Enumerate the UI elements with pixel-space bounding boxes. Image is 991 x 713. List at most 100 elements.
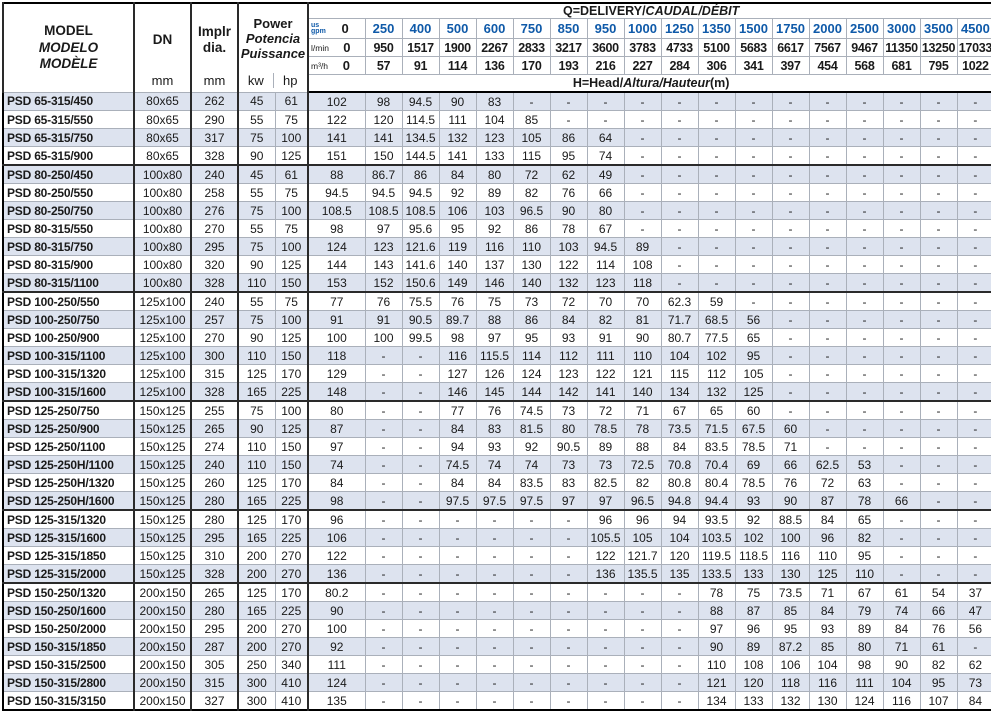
impeller-dia-cell: 260: [191, 473, 239, 492]
lmin-value-cell: 9467: [846, 38, 884, 57]
head-value-cell: -: [846, 310, 884, 329]
head-value-cell: 82: [624, 473, 662, 492]
head-value-cell: 136: [308, 564, 366, 584]
head-value-cell: 104: [661, 528, 699, 547]
head-value-cell: -: [920, 382, 958, 402]
m3h-value-cell: 227: [624, 56, 662, 75]
head-value-cell: -: [846, 255, 884, 274]
m3h-value-cell: 216: [587, 56, 625, 75]
head-value-cell: -: [735, 92, 773, 111]
head-value-cell: -: [550, 601, 588, 620]
hp-cell: 170: [275, 583, 310, 602]
head-value-cell: -: [550, 92, 588, 111]
table-row: PSD 125-250H/1600 150x125 280 165 225 98- -97.…: [3, 491, 991, 511]
power-label-fr: Puissance: [240, 46, 306, 62]
hp-cell: 75: [275, 292, 310, 311]
head-value-cell: -: [920, 292, 958, 311]
head-value-cell: 116: [439, 346, 477, 365]
kw-cell: 45: [238, 165, 276, 184]
head-value-cell: -: [550, 546, 588, 565]
head-value-cell: 142: [550, 382, 588, 402]
head-value-cell: -: [883, 364, 921, 383]
head-value-cell: -: [550, 673, 588, 692]
kw-cell: 165: [238, 528, 276, 547]
head-value-cell: 80: [550, 419, 588, 438]
head-value-cell: -: [735, 201, 773, 220]
head-value-cell: -: [772, 273, 810, 293]
head-value-cell: -: [476, 655, 514, 674]
head-value-cell: 150: [365, 146, 403, 166]
head-value-cell: 108.5: [402, 201, 440, 220]
head-value-cell: 92: [439, 183, 477, 202]
head-value-cell: 96: [809, 528, 847, 547]
gpm-unit-cell: us gpm 0: [308, 18, 366, 39]
head-value-cell: -: [735, 165, 773, 184]
head-value-cell: -: [439, 510, 477, 529]
hp-cell: 410: [275, 673, 310, 692]
head-value-cell: -: [698, 92, 736, 111]
kw-cell: 55: [238, 292, 276, 311]
head-value-cell: 74.5: [513, 401, 551, 420]
head-value-cell: -: [624, 655, 662, 674]
head-value-cell: 118: [772, 673, 810, 692]
head-value-cell: -: [920, 110, 958, 129]
head-value-cell: -: [772, 92, 810, 111]
head-value-cell: -: [365, 510, 403, 529]
model-header-fr: MODÈLE: [39, 55, 98, 71]
head-value-cell: 83.5: [513, 473, 551, 492]
m3h-value-cell: 114: [439, 56, 477, 75]
impeller-dia-header: Implr dia. mm: [190, 3, 239, 93]
head-value-cell: -: [957, 183, 991, 202]
head-value-cell: -: [402, 528, 440, 547]
head-value-cell: -: [513, 637, 551, 656]
head-value-cell: 84: [809, 601, 847, 620]
head-value-cell: -: [920, 255, 958, 274]
kw-cell: 165: [238, 382, 276, 402]
head-value-cell: -: [883, 419, 921, 438]
head-value-cell: -: [624, 601, 662, 620]
hp-cell: 150: [275, 273, 310, 293]
head-value-cell: -: [846, 273, 884, 293]
head-value-cell: -: [957, 437, 991, 456]
model-cell: PSD 125-315/1600: [3, 528, 135, 547]
head-value-cell: -: [698, 219, 736, 238]
head-value-cell: 125: [735, 382, 773, 402]
head-value-cell: 74: [513, 455, 551, 474]
head-value-cell: -: [439, 655, 477, 674]
head-value-cell: -: [365, 364, 403, 383]
head-value-cell: -: [587, 110, 625, 129]
head-value-cell: 84: [308, 473, 366, 492]
head-title-cell: H=Head/Altura/Hauteur(m): [308, 74, 991, 93]
head-value-cell: 133: [735, 691, 773, 711]
m3h-value-cell: 306: [698, 56, 736, 75]
head-value-cell: 97.5: [476, 491, 514, 511]
head-value-cell: -: [624, 146, 662, 166]
head-value-cell: 92: [308, 637, 366, 656]
head-value-cell: 141.6: [402, 255, 440, 274]
head-value-cell: -: [661, 655, 699, 674]
dn-cell: 100x80: [134, 237, 192, 256]
head-value-cell: 126: [476, 364, 514, 383]
head-value-cell: -: [476, 601, 514, 620]
head-value-cell: -: [402, 655, 440, 674]
dn-cell: 150x125: [134, 473, 192, 492]
head-value-cell: -: [735, 237, 773, 256]
lmin-value-cell: 2833: [513, 38, 551, 57]
model-cell: PSD 80-250/450: [3, 165, 135, 184]
head-value-cell: -: [587, 673, 625, 692]
delivery-header: Q=DELIVERY/CAUDAL/DÉBIT: [307, 3, 991, 19]
head-value-cell: 89: [624, 237, 662, 256]
head-value-cell: -: [920, 346, 958, 365]
head-value-cell: 66: [920, 601, 958, 620]
head-value-cell: -: [920, 528, 958, 547]
hp-cell: 100: [275, 237, 310, 256]
table-row: PSD 125-250/1100 150x125 274 110 150 97- -94 93…: [3, 437, 991, 456]
head-value-cell: 69: [735, 455, 773, 474]
kw-cell: 110: [238, 437, 276, 456]
dn-cell: 150x125: [134, 455, 192, 474]
head-value-cell: 37: [957, 583, 991, 602]
head-value-cell: 83: [550, 473, 588, 492]
head-value-cell: 86: [513, 219, 551, 238]
head-value-cell: 65: [846, 510, 884, 529]
head-value-cell: -: [513, 619, 551, 638]
